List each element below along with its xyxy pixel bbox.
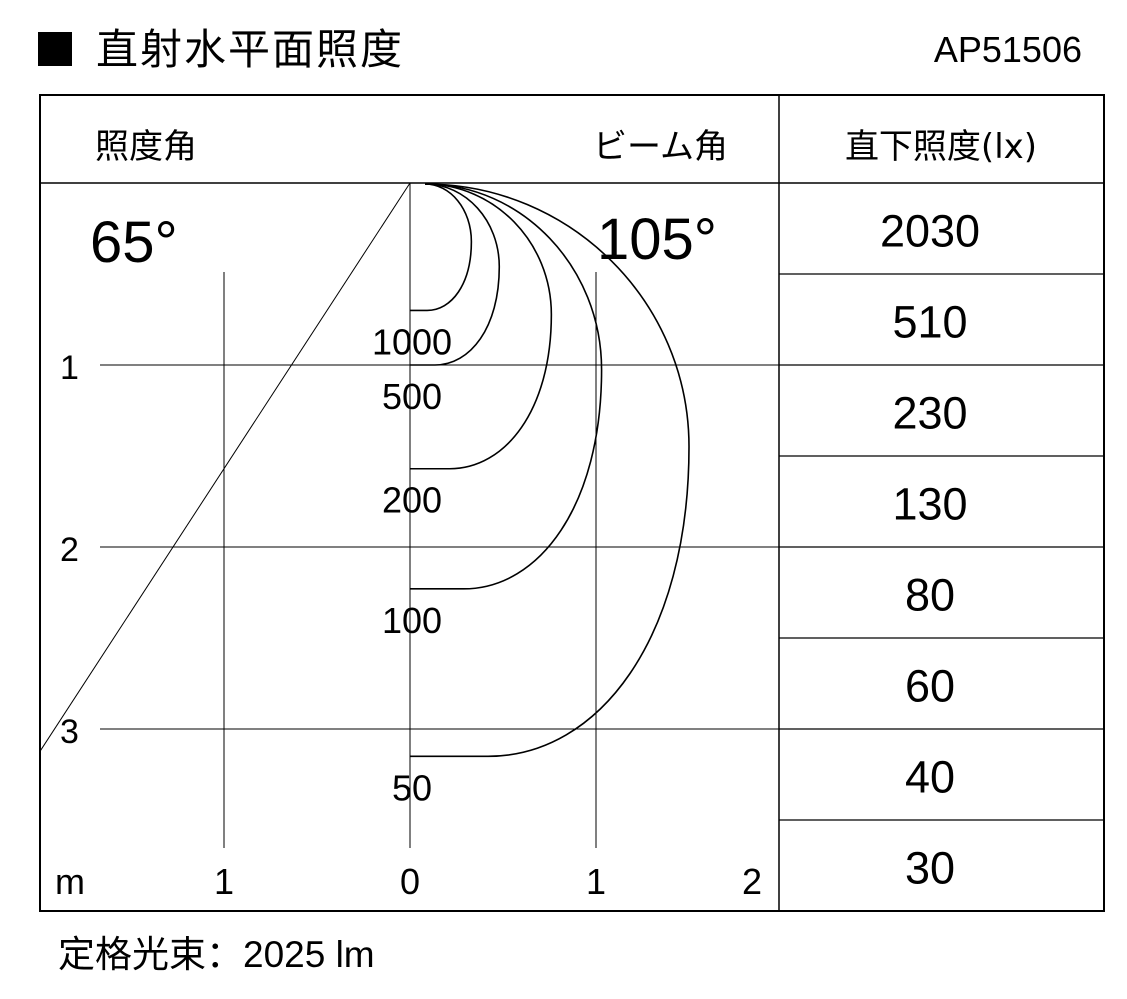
contour-200 [410,183,553,470]
contour-label-200: 200 [382,480,442,521]
beam-angle-value: 105° [597,207,717,272]
chart-labels: 1 2 3 m 1 0 1 2 1000 500 200 100 50 照度角 ビーム角 65° 105° [55,127,762,902]
rated-flux-value: 2025 lm [243,934,375,975]
title-row: 直射水平面照度 AP51506 [0,0,1127,90]
rated-flux: 定格光束：2025 lm [58,925,375,985]
contour-500 [410,183,501,366]
table-value-2030: 2030 [880,206,980,257]
contour-label-500: 500 [382,376,442,417]
radius-tick-3: 2 [742,861,762,902]
radius-tick-2: 1 [586,861,606,902]
table-value-510: 510 [892,297,967,348]
illuminance-angle-value: 65° [90,210,178,275]
table-value-80: 80 [905,570,955,621]
table-value-30: 30 [905,843,955,894]
contour-group [410,183,690,758]
radius-tick-0: 1 [214,861,234,902]
axis-unit-label: m [55,861,85,902]
model-number: AP51506 [933,29,1082,70]
distance-tick-3: 3 [60,713,79,751]
contour-100 [410,183,603,590]
illuminance-angle-ray [39,182,411,752]
outer-border [39,94,1105,912]
table-value-60: 60 [905,661,955,712]
table-value-40: 40 [905,752,955,803]
distance-tick-1: 1 [60,349,79,387]
direct-illuminance-table: 直下照度(lx) 2030 510 230 130 80 60 40 30 [779,127,1104,894]
contour-50 [410,183,690,758]
table-value-230: 230 [892,388,967,439]
contour-label-50: 50 [392,767,432,808]
contour-label-1000: 1000 [372,321,452,362]
distance-tick-2: 2 [60,531,79,569]
table-header: 直下照度(lx) [845,127,1037,167]
page-title: 直射水平面照度 [96,25,405,74]
radius-tick-1: 0 [400,861,420,902]
beam-angle-label: ビーム角 [593,127,728,167]
illuminance-angle-line [39,182,411,752]
contour-label-100: 100 [382,600,442,641]
table-value-130: 130 [892,479,967,530]
rated-flux-label: 定格光束： [58,933,243,976]
contour-1000 [410,183,473,312]
title-square-icon [38,32,72,66]
chart-frame [39,94,1105,912]
illuminance-angle-label: 照度角 [95,127,197,167]
